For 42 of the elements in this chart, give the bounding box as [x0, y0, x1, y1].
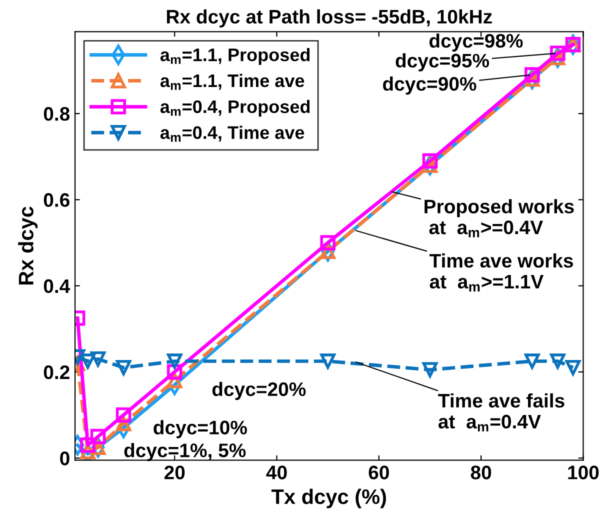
x-tick-label: 20: [164, 466, 185, 480]
point: [116, 360, 132, 376]
chart-title: Rx dcyc at Path loss= -55dB, 10kHz: [166, 9, 492, 28]
annotation: dcyc=1%, 5%: [124, 442, 246, 462]
y-tick-label: 0.2: [44, 365, 70, 380]
point: [550, 354, 566, 369]
point: [80, 438, 96, 453]
x-tick-label: 40: [266, 466, 287, 480]
y-axis-title: Rx dcyc: [18, 206, 38, 285]
annotation: Time ave fails at a$_{m}$=0.4V: [438, 393, 564, 432]
annotation: dcyc=10%: [154, 420, 247, 438]
legend-label: a$_{m}$=1.1, Time ave: [160, 74, 304, 90]
point: [524, 67, 540, 82]
legend-label: a$_{m}$=1.1, Proposed: [160, 48, 310, 65]
point: [166, 354, 182, 369]
annotation: dcyc=98%: [429, 33, 523, 52]
x-tick-label: 60: [368, 466, 389, 480]
annotation: dcyc=20%: [212, 382, 306, 400]
y-tick-label: 0.8: [44, 107, 70, 121]
point: [90, 428, 106, 444]
point: [320, 354, 336, 369]
y-tick-label: 0.6: [44, 193, 70, 207]
annotation: dcyc=95%: [396, 53, 490, 72]
y-tick-label: 0: [60, 452, 70, 466]
point: [550, 46, 566, 61]
point: [80, 354, 96, 369]
annotation: Time ave works at a$_{m}$>=1.1V: [429, 253, 573, 292]
annotation: dcyc=90%: [382, 76, 476, 95]
point: [116, 407, 132, 423]
y-tick-label: 0.4: [44, 279, 70, 294]
x-axis-title: Tx dcyc (%): [271, 488, 386, 508]
point: [422, 153, 438, 169]
x-tick-label: 100: [568, 466, 599, 480]
legend-label: a$_{m}$=0.4, Proposed: [160, 100, 310, 117]
point: [565, 360, 581, 376]
annotation: Proposed works at a$_{m}$>=0.4V: [424, 199, 574, 238]
x-tick-label: 80: [470, 466, 492, 480]
point: [320, 235, 336, 250]
point: [90, 351, 106, 367]
point: [524, 354, 540, 369]
legend-label: a$_{m}$=0.4, Time ave: [160, 126, 304, 142]
point: [422, 362, 438, 378]
